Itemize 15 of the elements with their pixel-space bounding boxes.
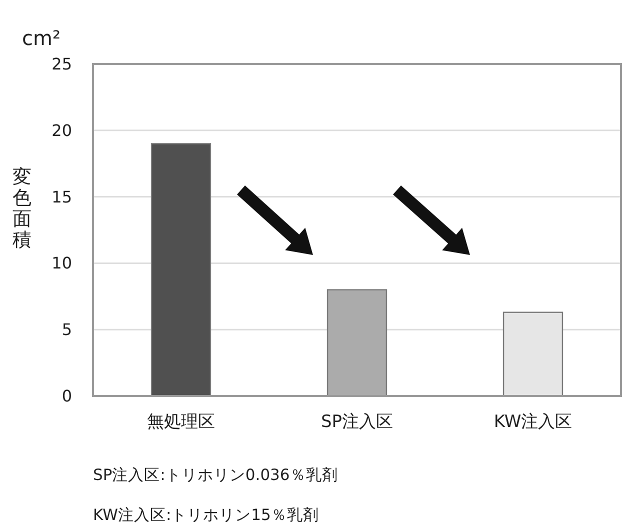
y-axis-title: 変色面積	[12, 166, 32, 251]
y-tick-label: 5	[62, 320, 72, 340]
x-tick-label: KW注入区	[494, 412, 572, 432]
x-tick-label: 無処理区	[147, 412, 215, 432]
text: cm²	[22, 26, 60, 50]
bar	[326, 289, 388, 397]
y-tick-label: 0	[62, 386, 72, 406]
text: SP注入区:トリホリン0.036％乳剤	[93, 466, 338, 484]
y-tick-label: 10	[52, 254, 72, 273]
y-tick-label: 15	[52, 187, 72, 206]
y-tick-label: 25	[52, 54, 72, 74]
y-tick-label: 20	[52, 120, 72, 140]
x-tick-label: SP注入区	[320, 412, 394, 432]
bar	[150, 143, 212, 397]
text: KW注入区:トリホリン15％乳剤	[93, 506, 319, 524]
